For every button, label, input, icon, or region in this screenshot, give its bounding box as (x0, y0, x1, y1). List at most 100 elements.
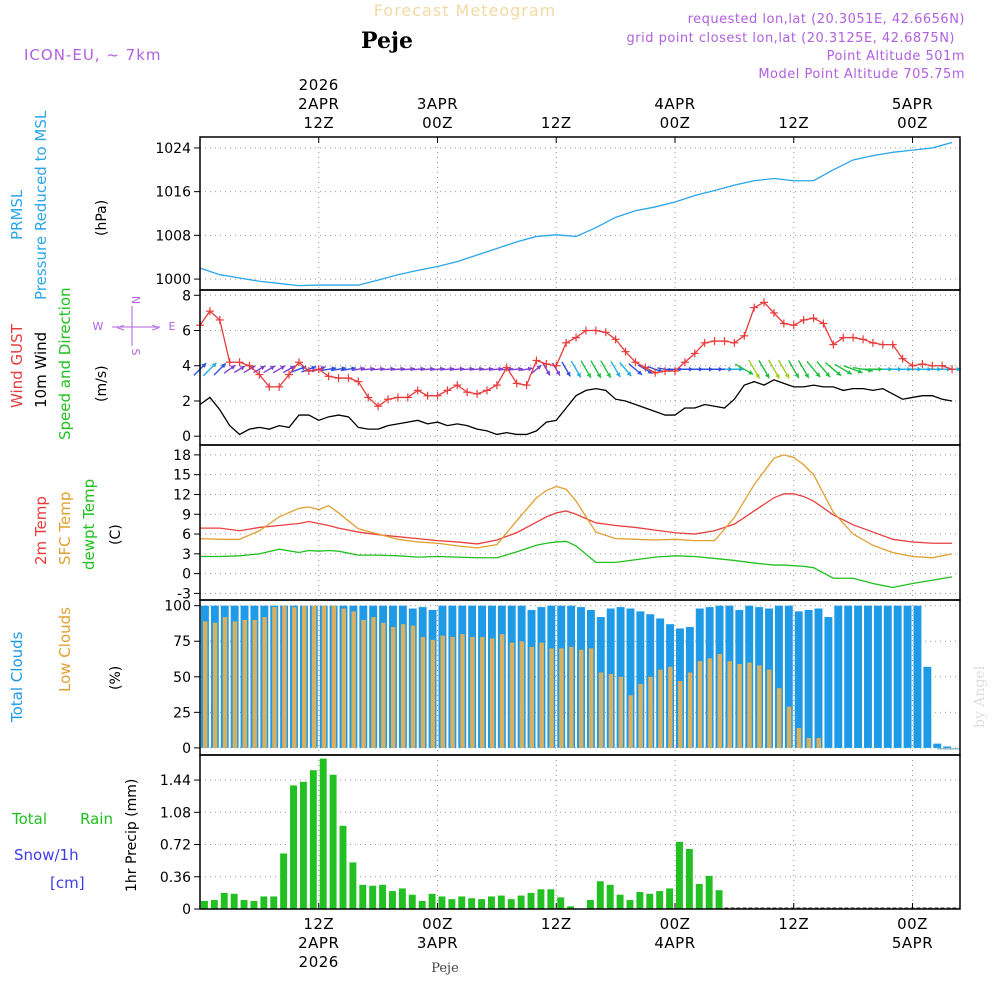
wind-speed-dir-label: Speed and Direction (56, 287, 74, 440)
total-cloud-bar (943, 746, 952, 748)
wind-arrow-head (775, 373, 780, 379)
precip-bar (666, 888, 674, 909)
low-cloud-bar (351, 611, 356, 748)
bottom-axis-label: 3APR (417, 934, 458, 952)
low-cloud-bar (588, 648, 594, 748)
y-tick-label: 0 (182, 902, 191, 918)
total-cloud-bar (804, 609, 813, 748)
low-cloud-bar (697, 661, 703, 748)
precip-bar (398, 888, 406, 909)
wind-arrow-head (311, 365, 317, 371)
low-cloud-bar (618, 676, 624, 748)
wind-arrow-head (615, 372, 621, 378)
wind-arrow-head (220, 363, 226, 369)
total-cloud-bar (844, 605, 853, 748)
y-tick-label: 9 (182, 507, 191, 523)
low-cloud-bar (341, 608, 346, 748)
low-cloud-bar (608, 673, 614, 748)
precip-bar (290, 785, 297, 909)
wind-arrow-head (626, 371, 632, 377)
low-cloud-bar (420, 636, 426, 748)
precip-bar (448, 899, 456, 909)
bottom-axis-label: 2APR (298, 934, 339, 952)
series-line-sfc-temp (199, 454, 953, 559)
wind-arrow-head (211, 362, 217, 368)
precip-bar (220, 892, 228, 909)
wind-arrow-head (815, 372, 821, 378)
series-line-wind-gust (199, 301, 953, 408)
low-cloud-bar (440, 635, 445, 748)
precip-bar (487, 896, 495, 909)
y-tick-label: 1024 (155, 141, 191, 157)
precip-bar (339, 825, 347, 909)
wind-arrow-head (596, 372, 601, 378)
low-cloud-bar (311, 605, 317, 748)
compass-west: W (93, 320, 104, 333)
panel-2: -3 0 3 6 9 12 15 18 (173, 444, 961, 602)
top-axis-label: 00Z (897, 114, 928, 132)
wind-unit: (m/s) (94, 365, 110, 402)
precip-bar (517, 895, 525, 909)
wind-arrow-head (606, 372, 611, 378)
low-cloud-bar (321, 605, 327, 748)
precip-bar (537, 889, 545, 909)
top-axis-label: 4APR (654, 95, 695, 113)
low-cloud-bar (549, 648, 554, 748)
wind-arrow-head (280, 365, 286, 371)
wind-arrow-head (555, 370, 560, 376)
compass-west-arrow-icon: < (116, 321, 125, 334)
y-tick-label: 1.08 (160, 805, 191, 821)
bottom-axis-label: 2026 (299, 953, 339, 971)
series-line-10m-wind (199, 379, 953, 436)
precip-bar (260, 896, 268, 909)
top-axis-label: 12Z (541, 114, 572, 132)
snow-label: Snow/1h (14, 846, 79, 864)
precip-bar (497, 895, 505, 909)
precip-bar (369, 885, 377, 909)
bottom-axis-label: 5APR (892, 934, 933, 952)
panel-frame (199, 754, 961, 910)
precip-bar (705, 875, 713, 909)
total-cloud-bar (824, 617, 833, 748)
total-cloud-bar (854, 605, 863, 748)
y-tick-label: 1016 (155, 185, 191, 201)
low-cloud-bar (677, 681, 683, 748)
total-rain-label-1: Total (11, 810, 47, 828)
precip-bar (586, 900, 594, 909)
low-cloud-bar (648, 676, 653, 748)
low-cloud-bar (559, 648, 564, 748)
bottom-axis-label: 4APR (654, 934, 695, 952)
wind-arrow-head (230, 365, 236, 370)
precip-bar (468, 898, 476, 909)
wind-arrow-head (536, 365, 542, 370)
panel-1: 0 2 4 6 8 (182, 288, 962, 446)
precip-bar (478, 899, 486, 909)
low-cloud-bar (232, 621, 238, 748)
low-cloud-bar (598, 672, 604, 748)
precip-bar (230, 893, 238, 909)
total-cloud-bar (913, 605, 922, 748)
low-cloud-bar (579, 649, 584, 748)
precip-bar (309, 770, 317, 909)
precip-bar (319, 758, 327, 909)
total-cloud-bar (834, 605, 843, 748)
low-cloud-bar (222, 617, 228, 748)
low-cloud-bar (806, 737, 812, 748)
y-tick-label: 15 (173, 468, 191, 484)
low-cloud-bar (381, 622, 386, 748)
low-cloud-bar (212, 622, 218, 748)
sfc-temp-label: SFC Temp (56, 492, 74, 565)
y-tick-label: -3 (177, 586, 191, 602)
top-axis-label: 2APR (298, 95, 339, 113)
precip-bar (646, 893, 654, 909)
total-cloud-bar (873, 605, 882, 748)
low-cloud-bar (757, 665, 762, 748)
y-tick-label: 6 (182, 527, 191, 543)
precip-bar (329, 774, 337, 909)
low-cloud-bar (430, 639, 436, 748)
total-cloud-bar (626, 608, 635, 748)
precip-bar (201, 900, 208, 909)
wind-arrow-head (566, 371, 571, 377)
